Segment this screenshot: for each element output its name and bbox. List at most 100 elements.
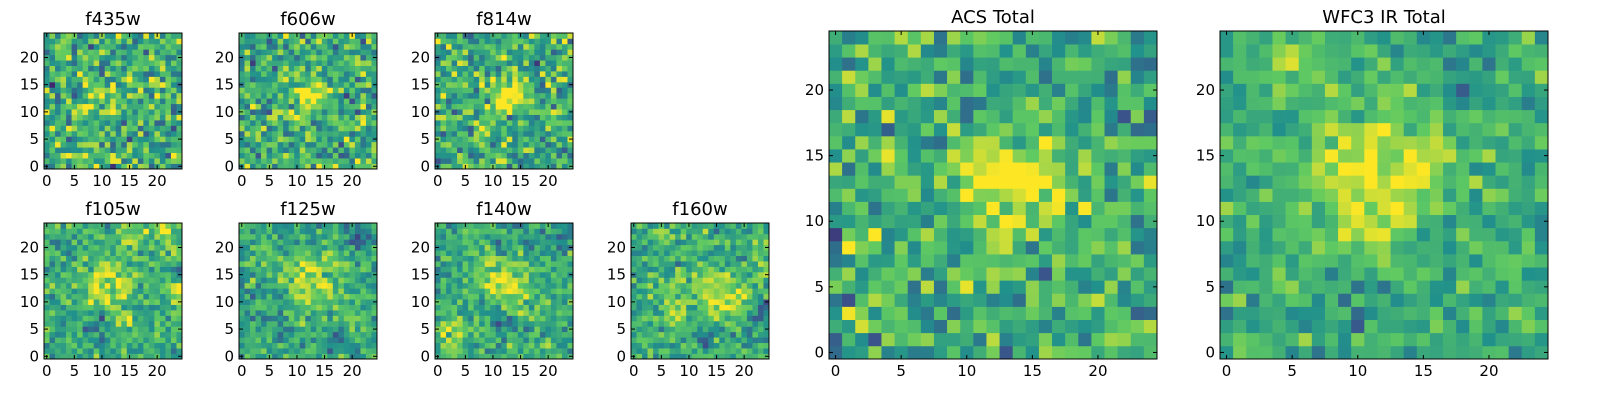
heatmap-cell: [986, 332, 1000, 347]
heatmap-cell: [680, 239, 687, 246]
heatmap-cell: [746, 337, 753, 344]
heatmap-cell: [255, 304, 262, 311]
heatmap-cell: [294, 348, 301, 354]
heatmap-cell: [561, 141, 568, 148]
heatmap-cell: [517, 147, 524, 154]
heatmap-cell: [539, 266, 546, 273]
heatmap-cell: [93, 158, 100, 164]
heatmap-cell: [561, 288, 568, 295]
heatmap-cell: [121, 49, 128, 56]
heatmap-cell: [517, 304, 524, 311]
heatmap-cell: [244, 54, 251, 61]
heatmap-cell: [60, 266, 67, 273]
heatmap-cell: [506, 141, 513, 148]
heatmap-cell: [132, 92, 139, 99]
heatmap-cell: [115, 239, 122, 246]
heatmap-cell: [338, 266, 345, 273]
heatmap-cell: [735, 250, 742, 256]
heatmap-cell: [490, 239, 497, 246]
heatmap-cell: [855, 240, 869, 255]
heatmap-cell: [277, 277, 284, 284]
heatmap-cell: [468, 223, 474, 229]
heatmap-cell: [462, 299, 469, 305]
heatmap-cell: [250, 158, 256, 164]
heatmap-cell: [512, 293, 519, 300]
heatmap-cell: [702, 310, 709, 316]
heatmap-cell: [338, 114, 345, 121]
heatmap-cell: [691, 348, 698, 354]
heatmap-cell: [855, 149, 869, 163]
heatmap-cell: [121, 348, 128, 354]
heatmap-cell: [327, 120, 334, 126]
heatmap-cell: [332, 141, 339, 148]
heatmap-cell: [534, 158, 541, 164]
x-tick-label: 10: [483, 172, 502, 190]
heatmap-cell: [115, 98, 122, 105]
heatmap-cell: [550, 114, 557, 121]
heatmap-cell: [159, 147, 166, 154]
heatmap-cell: [165, 81, 172, 88]
heatmap-cell: [132, 136, 139, 143]
heatmap-cell: [691, 255, 698, 262]
heatmap-cell: [310, 120, 317, 126]
heatmap-cell: [55, 326, 61, 333]
heatmap-cell: [244, 228, 251, 235]
heatmap-cell: [468, 244, 474, 251]
heatmap-cell: [708, 288, 715, 295]
heatmap-cell: [920, 83, 935, 97]
heatmap-cell: [713, 239, 720, 246]
heatmap-cell: [82, 114, 89, 121]
heatmap-cell: [154, 65, 161, 72]
heatmap-cell: [154, 271, 161, 278]
heatmap-cell: [642, 233, 648, 240]
heatmap-cell: [479, 163, 486, 170]
heatmap-cell: [658, 293, 665, 300]
heatmap-cell: [539, 261, 546, 267]
heatmap-cell: [495, 81, 502, 88]
heatmap-cell: [159, 163, 166, 170]
heatmap-cell: [545, 304, 552, 311]
heatmap-cell: [332, 304, 339, 311]
heatmap-cell: [332, 147, 339, 154]
heatmap-cell: [545, 244, 552, 251]
heatmap-cell: [752, 299, 759, 305]
heatmap-cell: [697, 326, 704, 333]
heatmap-cell: [170, 136, 177, 143]
heatmap-cell: [244, 342, 251, 349]
heatmap-cell: [266, 271, 273, 278]
heatmap-cell: [170, 310, 177, 316]
heatmap-cell: [159, 81, 166, 88]
heatmap-cell: [653, 266, 659, 273]
heatmap-cell: [294, 120, 301, 126]
heatmap-cell: [159, 271, 166, 278]
heatmap-cell: [93, 71, 100, 77]
heatmap-cell: [713, 299, 720, 305]
heatmap-cell: [354, 87, 361, 94]
heatmap-cell: [855, 70, 869, 84]
heatmap-cell: [148, 342, 155, 349]
heatmap-cell: [719, 288, 726, 295]
heatmap-cell: [266, 109, 273, 115]
heatmap-cell: [550, 239, 557, 246]
heatmap-cell: [104, 54, 111, 61]
heatmap-cell: [349, 136, 356, 143]
heatmap-cell: [855, 96, 869, 111]
heatmap-cell: [556, 239, 563, 246]
heatmap-cell: [159, 337, 166, 344]
heatmap-cell: [757, 277, 764, 284]
heatmap-cell: [126, 147, 133, 154]
heatmap-cell: [512, 125, 519, 132]
heatmap-cell: [360, 120, 367, 126]
heatmap-cell: [266, 81, 273, 88]
heatmap-cell: [239, 158, 245, 164]
heatmap-cell: [82, 261, 89, 267]
heatmap-cell: [473, 342, 480, 349]
heatmap-cell: [49, 54, 56, 61]
heatmap-cell: [60, 158, 67, 164]
heatmap-cell: [440, 141, 447, 148]
heatmap-cell: [365, 92, 372, 99]
heatmap-cell: [115, 337, 122, 344]
heatmap-cell: [446, 60, 452, 66]
heatmap-cell: [299, 266, 306, 273]
heatmap-cell: [534, 304, 541, 311]
